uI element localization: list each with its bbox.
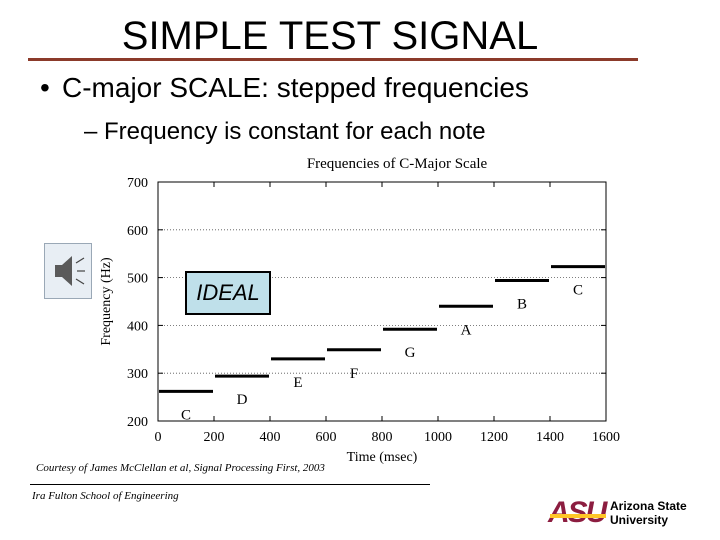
x-tick-label: 1400 — [536, 430, 564, 445]
x-tick-label: 0 — [155, 430, 162, 445]
x-tick-label: 800 — [372, 430, 393, 445]
speaker-icon[interactable] — [44, 243, 92, 299]
x-axis-label: Time (msec) — [347, 450, 418, 465]
y-tick-label: 300 — [127, 367, 148, 382]
note-label: D — [237, 392, 248, 408]
x-tick-label: 200 — [204, 430, 225, 445]
asu-logo-line1: Arizona State — [610, 499, 687, 513]
bullet-main: • C-major SCALE: stepped frequencies — [40, 72, 529, 103]
asu-logo-mark: ASU — [548, 496, 607, 529]
asu-logo-text: Arizona State University — [610, 499, 687, 527]
x-tick-label: 1200 — [480, 430, 508, 445]
x-tick-label: 1000 — [424, 430, 452, 445]
y-tick-label: 200 — [127, 415, 148, 430]
note-label: E — [293, 375, 302, 391]
note-label: C — [573, 283, 583, 299]
bullet-sub: – Frequency is constant for each note — [84, 118, 486, 145]
note-label: B — [517, 296, 527, 312]
y-tick-label: 500 — [127, 272, 148, 287]
courtesy-caption: Courtesy of James McClellan et al, Signa… — [36, 462, 325, 474]
footer-text: Ira Fulton School of Engineering — [32, 490, 179, 502]
note-label: A — [461, 322, 472, 338]
note-label: C — [181, 407, 191, 423]
title-underline — [28, 58, 638, 61]
y-tick-label: 600 — [127, 224, 148, 239]
y-tick-label: 400 — [127, 319, 148, 334]
x-tick-label: 400 — [260, 430, 281, 445]
asu-logo-line2: University — [610, 513, 669, 527]
slide-title: SIMPLE TEST SIGNAL — [121, 14, 539, 58]
y-tick-label: 700 — [127, 176, 148, 191]
asu-logo: ASU Arizona State University — [548, 496, 698, 530]
x-tick-label: 600 — [316, 430, 337, 445]
note-label: F — [350, 366, 358, 382]
x-tick-label: 1600 — [592, 430, 620, 445]
y-axis-label: Frequency (Hz) — [99, 257, 114, 346]
note-label: G — [405, 345, 416, 361]
ideal-label: IDEAL — [185, 271, 271, 315]
chart-title: Frequencies of C-Major Scale — [307, 156, 488, 172]
footer-rule — [30, 484, 430, 485]
bullet-main-text: C-major SCALE: stepped frequencies — [62, 72, 529, 103]
